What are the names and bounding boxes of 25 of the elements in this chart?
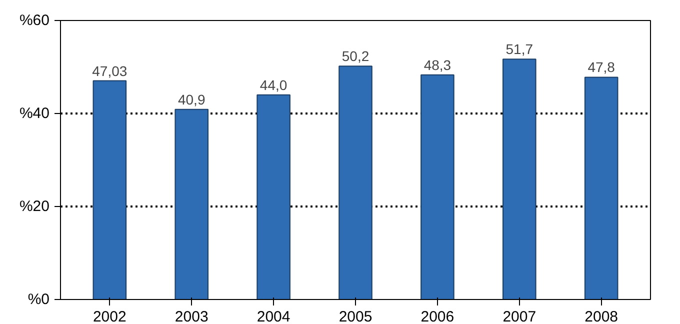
bar [420, 74, 454, 300]
x-tick-label: 2008 [584, 308, 618, 324]
data-label: 40,9 [178, 91, 206, 108]
y-tick-label: %0 [28, 291, 50, 308]
data-label: 44,0 [260, 76, 288, 93]
bar [502, 58, 536, 300]
data-label: 47,8 [588, 59, 616, 76]
y-tick-label: %60 [19, 12, 50, 29]
data-label: 47,03 [92, 62, 128, 79]
bar [256, 94, 290, 300]
data-label: 51,7 [506, 41, 534, 58]
bar [338, 66, 372, 300]
bar [584, 76, 618, 300]
x-tick-label: 2006 [420, 308, 454, 324]
x-tick-label: 2005 [338, 308, 372, 324]
x-tick-label: 2007 [502, 308, 536, 324]
data-label: 50,2 [342, 48, 370, 64]
x-tick-label: 2002 [92, 308, 126, 324]
data-label: 48,3 [424, 56, 452, 73]
y-tick-label: %20 [19, 198, 50, 215]
x-tick-label: 2004 [256, 308, 290, 324]
bar [92, 80, 127, 300]
x-tick-label: 2003 [174, 308, 208, 324]
bar [174, 108, 208, 300]
y-tick-label: %40 [19, 105, 50, 122]
